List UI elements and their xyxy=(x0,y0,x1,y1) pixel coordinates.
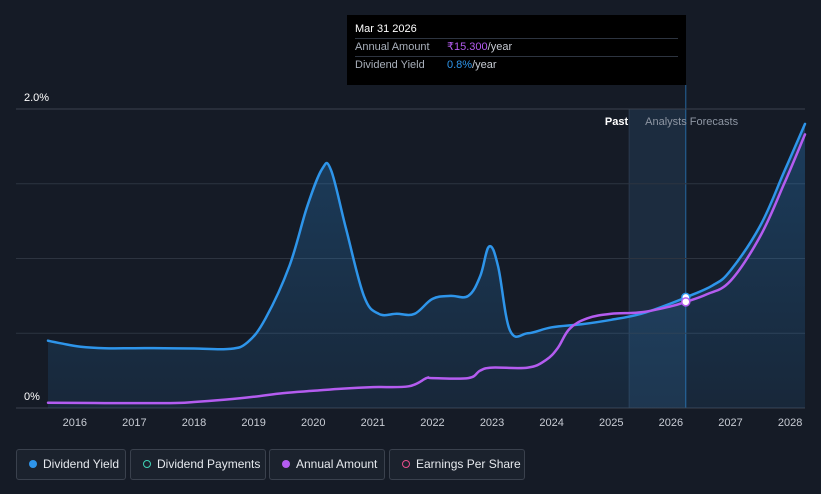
x-tick-label: 2025 xyxy=(599,417,623,429)
x-tick-label: 2016 xyxy=(63,417,87,429)
forecast-region-label: Analysts Forecasts xyxy=(645,116,738,128)
x-tick-label: 2024 xyxy=(539,417,563,429)
tooltip-unit: /year xyxy=(472,59,497,71)
past-region-label: Past xyxy=(605,116,629,128)
tooltip-date: Mar 31 2026 xyxy=(355,23,417,35)
legend-dividend-payments[interactable]: Dividend Payments xyxy=(130,449,266,480)
tooltip-row-dividend-yield: Dividend Yield 0.8%/year xyxy=(355,56,678,74)
tooltip-row-annual-amount: Annual Amount ₹15.300/year xyxy=(355,38,678,56)
x-tick-label: 2018 xyxy=(182,417,206,429)
x-tick-label: 2020 xyxy=(301,417,325,429)
x-tick-label: 2028 xyxy=(778,417,802,429)
x-tick-label: 2022 xyxy=(420,417,444,429)
tooltip-label: Dividend Yield xyxy=(355,59,425,71)
annual-amount-marker xyxy=(681,297,691,307)
legend-label: Dividend Yield xyxy=(43,457,120,471)
x-tick-label: 2026 xyxy=(659,417,683,429)
legend-earnings-per-share[interactable]: Earnings Per Share xyxy=(389,449,525,480)
tooltip-value: ₹15.300 xyxy=(447,41,488,53)
hollow-dot-icon xyxy=(143,460,151,468)
x-tick-label: 2017 xyxy=(122,417,146,429)
legend-label: Dividend Payments xyxy=(157,457,261,471)
x-tick-label: 2023 xyxy=(480,417,504,429)
legend-dividend-yield[interactable]: Dividend Yield xyxy=(16,449,126,480)
x-tick-label: 2019 xyxy=(241,417,265,429)
dividend-yield-line xyxy=(46,122,807,351)
y-tick-label: 0% xyxy=(24,391,40,403)
filled-dot-icon xyxy=(282,460,290,468)
hover-tooltip: Mar 31 2026 Annual Amount ₹15.300/year Di… xyxy=(347,15,686,85)
x-tick-label: 2021 xyxy=(361,417,385,429)
filled-dot-icon xyxy=(29,460,37,468)
x-tick-label: 2027 xyxy=(718,417,742,429)
y-tick-label: 2.0% xyxy=(24,92,49,104)
tooltip-value: 0.8% xyxy=(447,59,473,71)
dividend-yield-area xyxy=(48,123,805,409)
legend-label: Earnings Per Share xyxy=(416,457,521,471)
hollow-dot-icon xyxy=(402,460,410,468)
legend-annual-amount[interactable]: Annual Amount xyxy=(269,449,385,480)
legend-label: Annual Amount xyxy=(296,457,378,471)
tooltip-unit: /year xyxy=(487,41,513,53)
tooltip-label: Annual Amount xyxy=(355,41,430,53)
